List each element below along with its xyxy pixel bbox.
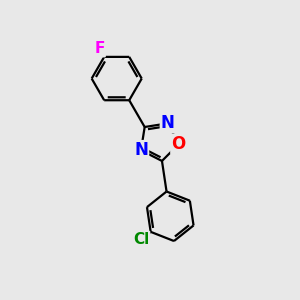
Text: O: O: [172, 135, 186, 153]
Text: N: N: [134, 141, 148, 159]
Text: F: F: [94, 41, 105, 56]
Text: N: N: [161, 114, 175, 132]
Text: Cl: Cl: [133, 232, 149, 247]
